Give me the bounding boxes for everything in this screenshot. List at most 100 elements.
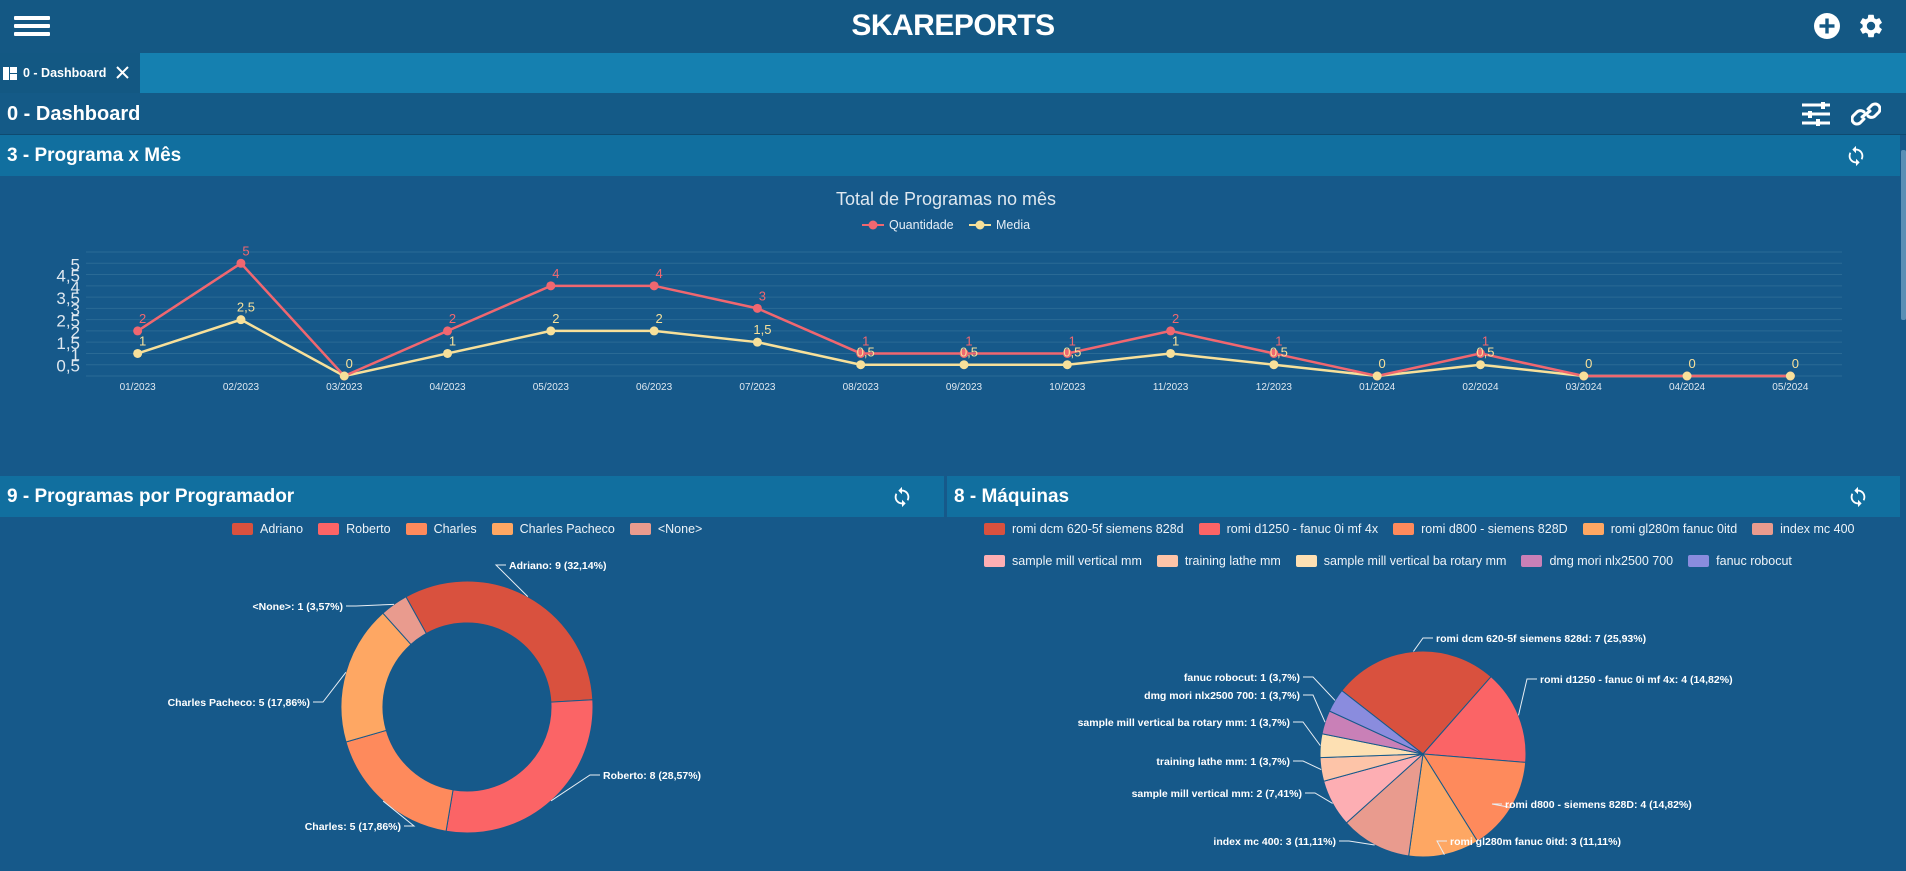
panel-donut-title: 9 - Programas por Programador bbox=[7, 486, 295, 507]
slice-label: sample mill vertical ba rotary mm: 1 (3,… bbox=[1078, 717, 1290, 729]
data-point bbox=[443, 326, 453, 336]
x-tick-label: 08/2023 bbox=[843, 382, 880, 393]
legend-swatch bbox=[984, 523, 1005, 535]
legend-label: fanuc robocut bbox=[1716, 554, 1792, 568]
label-connector bbox=[1436, 840, 1447, 855]
y-tick-label: 5 bbox=[71, 255, 80, 274]
legend-swatch bbox=[629, 523, 651, 535]
label-connector bbox=[1293, 721, 1321, 746]
legend-item[interactable]: <None> bbox=[629, 513, 702, 545]
data-point bbox=[236, 315, 246, 325]
label-connector bbox=[1413, 637, 1433, 652]
line-chart-area: Total de Programas no mês Quantidade Media… bbox=[0, 176, 1900, 476]
menu-icon[interactable] bbox=[14, 12, 50, 42]
legend-item[interactable]: index mc 400 bbox=[1752, 513, 1855, 545]
legend-item[interactable]: Charles bbox=[405, 513, 477, 545]
legend-swatch bbox=[1521, 555, 1543, 567]
slice-label: Adriano: 9 (32,14%) bbox=[509, 560, 606, 572]
x-tick-label: 05/2024 bbox=[1772, 382, 1809, 393]
data-label: 0,5 bbox=[960, 345, 978, 360]
x-tick-label: 03/2023 bbox=[326, 382, 363, 393]
legend-item[interactable]: fanuc robocut bbox=[1688, 545, 1792, 577]
panel-pie-header: 8 - Máquinas bbox=[947, 476, 1900, 517]
y-tick-label: 1,5 bbox=[56, 334, 80, 353]
legend-item[interactable]: sample mill vertical ba rotary mm bbox=[1295, 545, 1507, 577]
legend-label: romi d800 - siemens 828D bbox=[1421, 522, 1568, 536]
refresh-icon[interactable] bbox=[1845, 144, 1867, 168]
legend-item[interactable]: romi d800 - siemens 828D bbox=[1393, 513, 1568, 545]
legend-item[interactable]: Roberto bbox=[318, 513, 391, 545]
slice bbox=[1422, 753, 1527, 843]
label-connector bbox=[1491, 803, 1512, 809]
tab-label: 0 - Dashboard bbox=[23, 66, 107, 80]
legend-label-quantidade: Quantidade bbox=[889, 218, 954, 232]
add-icon[interactable] bbox=[1813, 12, 1841, 40]
pie-chart: romi dcm 620-5f siemens 828d: 7 (25,93%)… bbox=[1078, 633, 1733, 858]
x-tick-label: 01/2024 bbox=[1359, 382, 1396, 393]
data-label: 2 bbox=[1172, 311, 1179, 326]
label-connector bbox=[1339, 840, 1375, 846]
data-label: 2 bbox=[139, 311, 146, 326]
slice-label: romi gl280m fanuc 0itd: 3 (11,11%) bbox=[1450, 836, 1621, 848]
data-label: 1 bbox=[965, 333, 972, 348]
scrollbar[interactable] bbox=[1901, 150, 1906, 320]
legend-label: sample mill vertical ba rotary mm bbox=[1323, 554, 1507, 568]
label-connector bbox=[494, 564, 529, 598]
panel-donut-header: 9 - Programas por Programador bbox=[0, 476, 944, 517]
filter-settings-icon[interactable] bbox=[1801, 102, 1831, 126]
link-icon[interactable] bbox=[1851, 100, 1881, 128]
legend-item[interactable]: romi gl280m fanuc 0itd bbox=[1582, 513, 1737, 545]
x-tick-label: 03/2024 bbox=[1566, 382, 1603, 393]
panel-line-header: 3 - Programa x Mês bbox=[0, 135, 1900, 176]
donut-chart-area: Adriano: 9 (32,14%) Roberto: 8 (28,57%) Ch… bbox=[0, 550, 944, 866]
data-point bbox=[339, 371, 349, 381]
data-point bbox=[1372, 371, 1382, 381]
data-point bbox=[959, 360, 969, 370]
legend-item[interactable]: Charles Pacheco bbox=[491, 513, 615, 545]
legend-swatch bbox=[1582, 523, 1604, 535]
data-point bbox=[752, 337, 762, 347]
legend-swatch bbox=[1393, 523, 1415, 535]
label-connector bbox=[1303, 694, 1326, 723]
slice-label: index mc 400: 3 (11,11%) bbox=[1213, 836, 1336, 848]
gear-icon[interactable] bbox=[1857, 12, 1885, 40]
legend-item[interactable]: romi dcm 620-5f siemens 828d bbox=[984, 513, 1184, 545]
legend-item[interactable]: training lathe mm bbox=[1156, 545, 1281, 577]
legend-item[interactable]: dmg mori nlx2500 700 bbox=[1521, 545, 1673, 577]
legend-item[interactable]: romi d1250 - fanuc 0i mf 4x bbox=[1198, 513, 1379, 545]
data-point bbox=[959, 348, 969, 358]
data-label: 4 bbox=[656, 266, 663, 281]
slice-label: Charles: 5 (17,86%) bbox=[305, 821, 401, 833]
donut-legend: Adriano Roberto Charles Charles Pacheco <Non… bbox=[232, 513, 832, 545]
data-point bbox=[236, 258, 246, 268]
data-label: 2 bbox=[552, 311, 559, 326]
data-label: 1 bbox=[1275, 333, 1282, 348]
legend-item[interactable]: sample mill vertical mm bbox=[984, 545, 1142, 577]
data-label: 0 bbox=[1379, 356, 1386, 371]
data-point bbox=[1682, 371, 1692, 381]
slice bbox=[1341, 650, 1492, 755]
data-point bbox=[443, 348, 453, 358]
data-point bbox=[649, 326, 659, 336]
data-label: 2 bbox=[656, 311, 663, 326]
data-point bbox=[856, 348, 866, 358]
slice bbox=[405, 580, 594, 703]
legend-label-media: Media bbox=[996, 218, 1030, 232]
close-icon[interactable] bbox=[115, 65, 130, 80]
refresh-icon[interactable] bbox=[1847, 485, 1869, 509]
x-tick-label: 04/2023 bbox=[429, 382, 466, 393]
data-label: 1 bbox=[862, 333, 869, 348]
pie-legend: romi dcm 620-5f siemens 828d romi d1250 -… bbox=[984, 513, 1894, 577]
refresh-icon[interactable] bbox=[891, 485, 913, 509]
tab-dashboard[interactable]: 0 - Dashboard bbox=[0, 53, 140, 93]
data-point bbox=[1062, 360, 1072, 370]
legend-label: romi dcm 620-5f siemens 828d bbox=[1012, 522, 1184, 536]
data-point bbox=[1579, 371, 1589, 381]
legend-swatch bbox=[1295, 555, 1317, 567]
data-label: 2 bbox=[449, 311, 456, 326]
legend-swatch bbox=[1752, 523, 1774, 535]
legend-label: romi d1250 - fanuc 0i mf 4x bbox=[1226, 522, 1379, 536]
y-tick-label: 4,5 bbox=[56, 267, 80, 286]
legend-label: index mc 400 bbox=[1780, 522, 1855, 536]
legend-item[interactable]: Adriano bbox=[232, 513, 303, 545]
